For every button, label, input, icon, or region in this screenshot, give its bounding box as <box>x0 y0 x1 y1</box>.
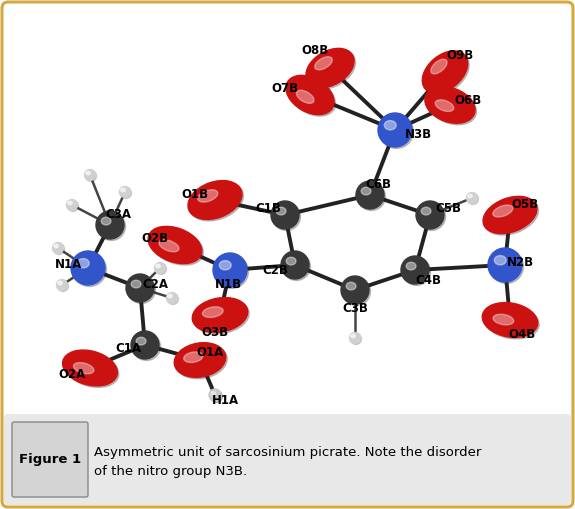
Text: Figure 1: Figure 1 <box>19 453 81 466</box>
Ellipse shape <box>435 100 454 111</box>
Ellipse shape <box>68 201 72 205</box>
Ellipse shape <box>350 332 361 344</box>
Ellipse shape <box>58 280 68 292</box>
Ellipse shape <box>273 203 301 231</box>
Ellipse shape <box>483 196 537 234</box>
FancyBboxPatch shape <box>12 422 88 497</box>
Ellipse shape <box>192 298 248 332</box>
Ellipse shape <box>482 302 538 337</box>
Ellipse shape <box>131 331 159 359</box>
Text: C2B: C2B <box>262 264 288 276</box>
Ellipse shape <box>219 261 231 270</box>
Ellipse shape <box>121 187 132 199</box>
Ellipse shape <box>52 242 63 253</box>
Ellipse shape <box>402 258 431 286</box>
Text: O5B: O5B <box>511 199 539 212</box>
Ellipse shape <box>72 252 106 287</box>
Ellipse shape <box>306 48 354 88</box>
Text: C2A: C2A <box>142 278 168 292</box>
Ellipse shape <box>156 264 160 268</box>
Ellipse shape <box>494 256 506 265</box>
Ellipse shape <box>98 212 125 240</box>
Ellipse shape <box>466 192 477 204</box>
Ellipse shape <box>126 274 154 302</box>
Ellipse shape <box>132 332 160 360</box>
Ellipse shape <box>351 333 362 345</box>
Text: Asymmetric unit of sarcosinium picrate. Note the disorder: Asymmetric unit of sarcosinium picrate. … <box>94 446 481 459</box>
Text: H1A: H1A <box>212 393 239 407</box>
Text: C3A: C3A <box>105 209 131 221</box>
Ellipse shape <box>380 115 413 149</box>
Ellipse shape <box>64 352 119 387</box>
Ellipse shape <box>128 275 155 303</box>
Ellipse shape <box>167 294 178 304</box>
Text: C4B: C4B <box>415 273 441 287</box>
Ellipse shape <box>282 252 310 280</box>
Text: O2A: O2A <box>59 369 86 382</box>
Ellipse shape <box>210 390 223 403</box>
Ellipse shape <box>346 282 356 290</box>
Ellipse shape <box>467 193 478 205</box>
Ellipse shape <box>488 248 522 282</box>
Ellipse shape <box>358 183 385 211</box>
Text: O6B: O6B <box>454 94 482 106</box>
Text: O4B: O4B <box>508 328 536 342</box>
Ellipse shape <box>86 171 97 182</box>
Ellipse shape <box>71 251 105 285</box>
Ellipse shape <box>183 352 203 362</box>
Ellipse shape <box>198 190 218 202</box>
Text: C1B: C1B <box>255 202 281 214</box>
Ellipse shape <box>417 203 446 231</box>
Ellipse shape <box>422 51 467 93</box>
Text: N1A: N1A <box>55 259 82 271</box>
Ellipse shape <box>351 334 355 338</box>
Ellipse shape <box>485 198 538 235</box>
Ellipse shape <box>343 277 370 305</box>
Ellipse shape <box>67 201 79 212</box>
Ellipse shape <box>168 294 172 298</box>
Ellipse shape <box>148 227 202 264</box>
Ellipse shape <box>401 256 429 284</box>
Ellipse shape <box>384 121 396 130</box>
Ellipse shape <box>53 244 58 248</box>
Ellipse shape <box>85 169 95 181</box>
Ellipse shape <box>136 337 146 345</box>
Ellipse shape <box>120 186 131 197</box>
Ellipse shape <box>96 211 124 239</box>
Ellipse shape <box>159 240 179 252</box>
Ellipse shape <box>155 264 167 274</box>
Ellipse shape <box>194 299 249 334</box>
Ellipse shape <box>493 314 514 325</box>
Ellipse shape <box>101 217 111 225</box>
Text: N2B: N2B <box>507 256 534 269</box>
Ellipse shape <box>77 259 89 268</box>
Ellipse shape <box>213 253 247 287</box>
Ellipse shape <box>406 262 416 270</box>
Ellipse shape <box>63 350 117 386</box>
Ellipse shape <box>286 257 296 265</box>
Ellipse shape <box>155 263 166 273</box>
Ellipse shape <box>190 182 244 221</box>
Ellipse shape <box>121 188 125 192</box>
Ellipse shape <box>188 181 242 219</box>
Ellipse shape <box>378 113 412 147</box>
Ellipse shape <box>361 187 371 195</box>
Ellipse shape <box>431 59 447 74</box>
Ellipse shape <box>211 391 216 395</box>
Ellipse shape <box>421 207 431 215</box>
Ellipse shape <box>288 77 336 116</box>
Text: O1A: O1A <box>197 346 224 358</box>
Ellipse shape <box>202 307 223 318</box>
Ellipse shape <box>427 88 477 125</box>
Ellipse shape <box>286 75 334 115</box>
Ellipse shape <box>489 249 523 284</box>
Ellipse shape <box>296 90 314 103</box>
Text: O8B: O8B <box>301 43 329 56</box>
Ellipse shape <box>56 279 67 291</box>
Ellipse shape <box>271 201 299 229</box>
Text: C3B: C3B <box>342 301 368 315</box>
Text: C1A: C1A <box>115 342 141 354</box>
Ellipse shape <box>74 362 94 374</box>
Ellipse shape <box>341 276 369 304</box>
